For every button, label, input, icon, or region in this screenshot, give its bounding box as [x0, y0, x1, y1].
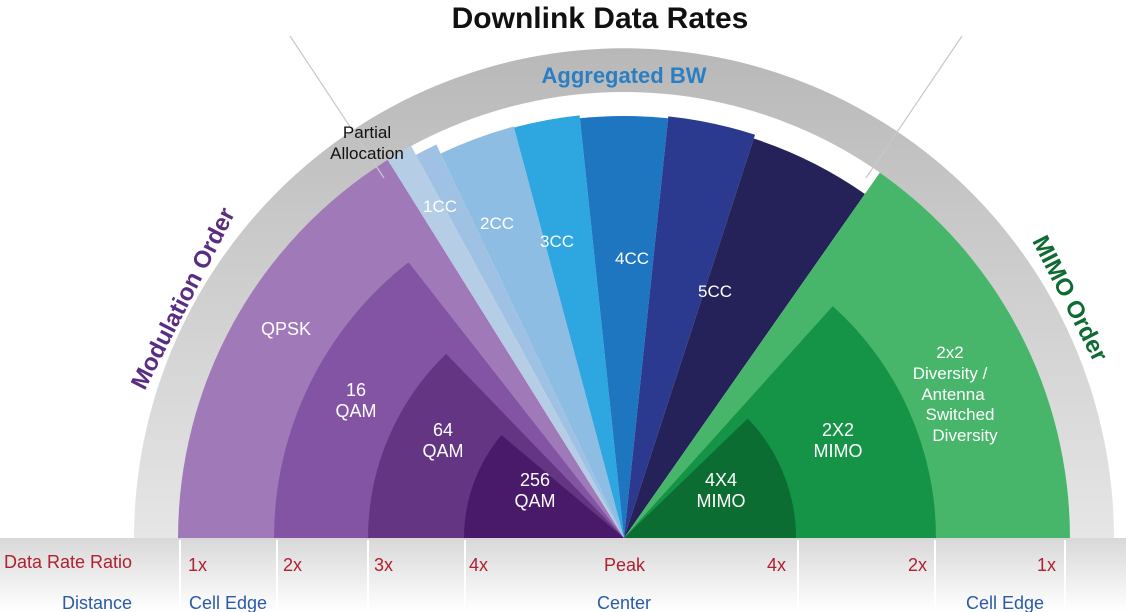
partial-allocation-label-line2: Allocation: [330, 144, 404, 163]
diversity-label-line5: Diversity: [932, 426, 998, 445]
ratio-tick-4x-left: 4x: [469, 555, 488, 575]
aggregated-bw-label: Aggregated BW: [542, 63, 707, 88]
qam16-label-line2: QAM: [335, 401, 376, 421]
partial-allocation-label-line1: Partial: [343, 123, 391, 142]
ratio-tick-3x: 3x: [374, 555, 393, 575]
axis-tick-dividers: [179, 540, 1066, 612]
distance-label: Distance: [62, 593, 132, 612]
diversity-label-line4: Switched: [926, 405, 995, 424]
partial-allocation-sliver-outer: [387, 146, 624, 539]
qam256-label-line1: 256: [520, 470, 550, 490]
qpsk-label: QPSK: [261, 319, 311, 339]
distance-tick-cell-edge-left: Cell Edge: [189, 593, 267, 612]
diversity-label-line1: 2x2: [936, 343, 963, 362]
ratio-tick-4x-right: 4x: [767, 555, 786, 575]
ratio-tick-2x-left: 2x: [283, 555, 302, 575]
cc3-label: 3CC: [540, 232, 574, 251]
wedge-3cc: [579, 116, 669, 539]
cc4-label: 4CC: [615, 249, 649, 268]
band-4x4-mimo: [624, 418, 796, 538]
ratio-tick-peak: Peak: [604, 555, 646, 575]
mimo4x4-label-line2: MIMO: [697, 491, 746, 511]
qam16-label-line1: 16: [346, 380, 366, 400]
axis-band: [0, 538, 1126, 612]
divider-line-left: [289, 35, 385, 179]
divider-line-right: [865, 35, 963, 179]
ratio-tick-1x-right: 1x: [1037, 555, 1056, 575]
wedge-4cc: [624, 116, 756, 538]
data-rate-ratio-label: Data Rate Ratio: [4, 552, 132, 572]
diversity-label-line2: Diversity /: [913, 364, 988, 383]
distance-tick-cell-edge-right: Cell Edge: [966, 593, 1044, 612]
ratio-tick-2x-right: 2x: [908, 555, 927, 575]
wedge-1cc: [440, 126, 624, 538]
mimo2x2-label-line1: 2X2: [822, 420, 854, 440]
wedge-2cc: [514, 115, 624, 539]
qam64-label-line2: QAM: [422, 441, 463, 461]
mimo2x2-label-line2: MIMO: [814, 441, 863, 461]
page-title: Downlink Data Rates: [452, 2, 749, 35]
mimo4x4-label-line1: 4X4: [705, 470, 737, 490]
cc2-label: 2CC: [480, 214, 514, 233]
cc5-label: 5CC: [698, 282, 732, 301]
wedge-5cc: [624, 138, 865, 538]
qam256-label-line2: QAM: [514, 491, 555, 511]
cc1-label: 1CC: [423, 197, 457, 216]
diversity-label-line3: Antenna: [921, 385, 985, 404]
qam64-label-line1: 64: [433, 420, 453, 440]
band-256qam: [464, 435, 624, 538]
distance-tick-center: Center: [597, 593, 651, 612]
partial-allocation-sliver-inner: [415, 144, 624, 538]
ratio-tick-1x-left: 1x: [188, 555, 207, 575]
